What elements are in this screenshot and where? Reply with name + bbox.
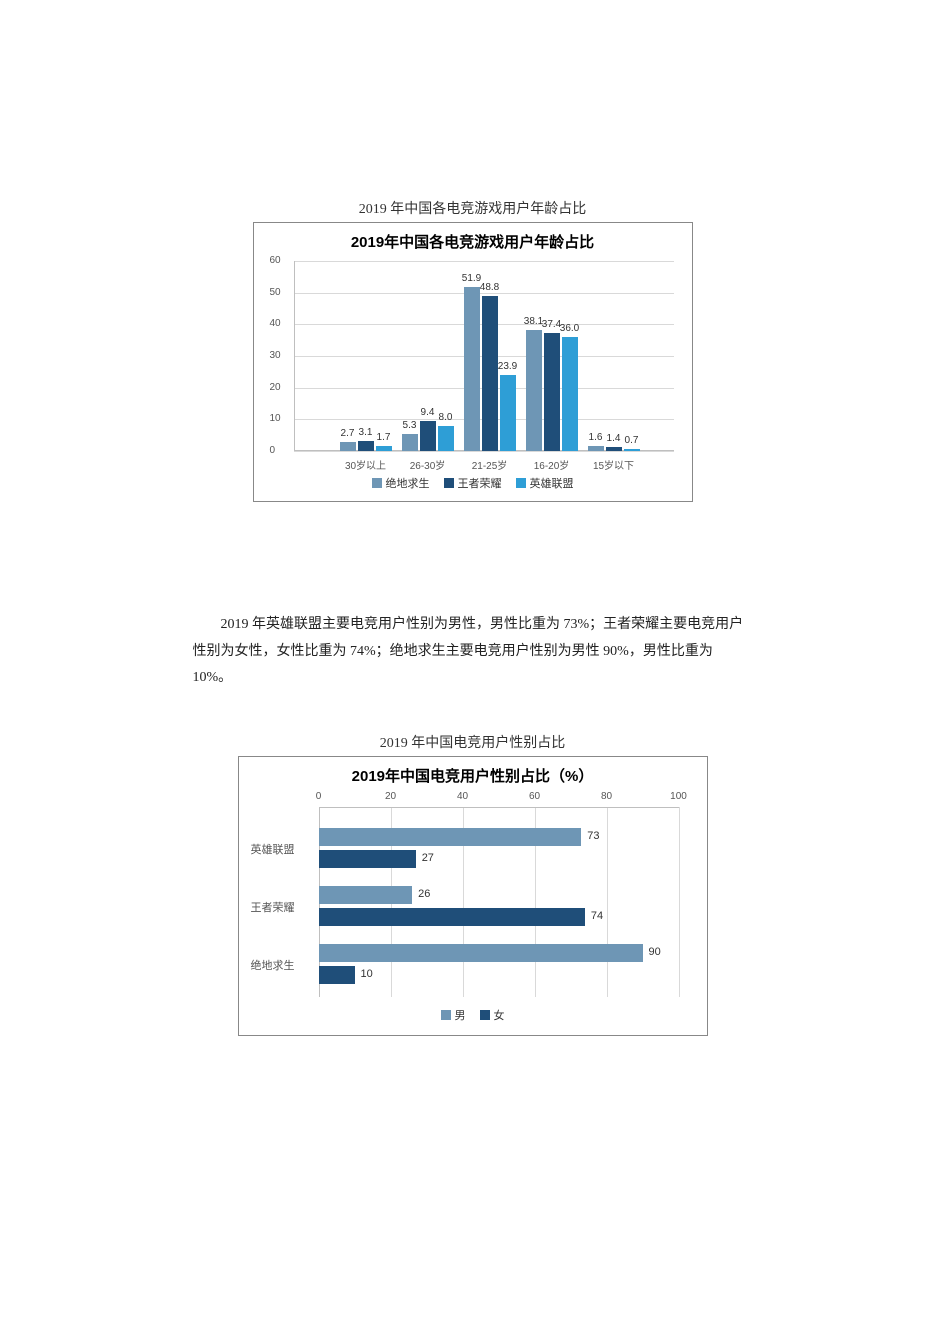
chart1-gridline [294,451,674,452]
legend-label: 男 [455,1007,466,1023]
chart1-ytick-label: 10 [270,413,281,424]
chart2-xtick-label: 80 [601,791,612,802]
chart2-bar-value: 26 [418,888,430,900]
chart1-bar-value: 51.9 [462,273,481,284]
chart2-bar [319,908,585,926]
chart2-category-label: 王者荣耀 [251,899,295,915]
chart2-gridline [607,807,608,997]
chart2-bar-value: 10 [361,968,373,980]
chart2-bar-value: 90 [649,946,661,958]
chart1-caption: 2019 年中国各电竞游戏用户年龄占比 [0,198,945,218]
chart2-bar [319,886,413,904]
chart2-category-label: 绝地求生 [251,957,295,973]
chart1-bar [358,441,374,451]
chart1-bar [544,333,560,451]
chart1-bar-value: 5.3 [403,420,417,431]
chart2-category-label: 英雄联盟 [251,841,295,857]
chart1-bar-value: 8.0 [439,412,453,423]
chart1-bar [588,446,604,451]
chart2-title: 2019年中国电竞用户性别占比（%） [239,757,707,786]
chart1-category-label: 15岁以下 [593,457,634,472]
chart1-container: 2019年中国各电竞游戏用户年龄占比 绝地求生 王者荣耀 英雄联盟 0 10 20 30 4… [253,222,693,502]
chart1-ytick-label: 20 [270,382,281,393]
legend-swatch-icon [372,478,382,488]
chart1-bar [562,337,578,451]
chart1-bar-value: 0.7 [625,435,639,446]
chart1-gridline [294,261,674,262]
chart2-bar [319,944,643,962]
chart2-bar-value: 27 [422,852,434,864]
chart1-ytick-label: 0 [270,445,276,456]
chart1-bar-value: 48.8 [480,282,499,293]
chart1-category-label: 30岁以上 [345,457,386,472]
chart1-bar [402,434,418,451]
chart2-bar-value: 74 [591,910,603,922]
chart2-xtick-label: 40 [457,791,468,802]
legend-label: 王者荣耀 [458,475,502,491]
chart2-container: 2019年中国电竞用户性别占比（%） 男女 0204060801007327英雄… [238,756,708,1036]
legend-label: 绝地求生 [386,475,430,491]
document-page: 2019 年中国各电竞游戏用户年龄占比 2019年中国各电竞游戏用户年龄占比 绝… [0,0,945,1337]
chart2-legend-item: 男 [441,1007,466,1023]
chart1-bar [340,442,356,451]
legend-swatch-icon [516,478,526,488]
chart1-bar [500,375,516,451]
chart1-bar-value: 1.6 [589,432,603,443]
legend-swatch-icon [480,1010,490,1020]
chart1-bar-value: 38.1 [524,316,543,327]
chart1-bar-value: 37.4 [542,319,561,330]
chart1-ytick-label: 40 [270,318,281,329]
chart2-caption: 2019 年中国电竞用户性别占比 [0,732,945,752]
legend-swatch-icon [441,1010,451,1020]
legend-swatch-icon [444,478,454,488]
chart1-ytick-label: 60 [270,255,281,266]
chart1-bar-value: 1.4 [607,433,621,444]
chart2-bar [319,850,416,868]
chart1-bar [376,446,392,451]
chart1-category-label: 21-25岁 [472,457,508,472]
chart1-legend-item: 绝地求生 [372,475,430,491]
chart1-bar-value: 9.4 [421,407,435,418]
chart2-xtick-label: 20 [385,791,396,802]
chart1-bar-value: 3.1 [359,427,373,438]
chart1-ytick-label: 50 [270,287,281,298]
legend-label: 英雄联盟 [530,475,574,491]
chart1-category-label: 16-20岁 [534,457,570,472]
chart1-legend-item: 王者荣耀 [444,475,502,491]
chart1-bar [482,296,498,451]
chart1-category-label: 26-30岁 [410,457,446,472]
chart2-bar [319,966,355,984]
chart1-bar [438,426,454,451]
legend-label: 女 [494,1007,505,1023]
chart2-xtick-label: 100 [670,791,687,802]
chart1-ytick-label: 30 [270,350,281,361]
chart2-legend: 男女 [239,1007,707,1023]
chart1-bar [420,421,436,451]
chart2-xtick-label: 60 [529,791,540,802]
chart1-bar-value: 1.7 [377,432,391,443]
chart1-bar [606,447,622,451]
chart2-bar-value: 73 [587,830,599,842]
chart1-bar [464,287,480,451]
chart1-bar [624,449,640,451]
chart2-legend-item: 女 [480,1007,505,1023]
chart1-legend: 绝地求生 王者荣耀 英雄联盟 [254,475,692,491]
chart1-bar-value: 36.0 [560,323,579,334]
chart1-bar-value: 2.7 [341,428,355,439]
chart2-gridline [679,807,680,997]
chart1-title: 2019年中国各电竞游戏用户年龄占比 [254,223,692,252]
chart1-bar-value: 23.9 [498,361,517,372]
chart1-bar [526,330,542,451]
chart2-bar [319,828,582,846]
chart1-legend-item: 英雄联盟 [516,475,574,491]
chart2-xtick-label: 0 [316,791,322,802]
body-paragraph: 2019 年英雄联盟主要电竞用户性别为男性，男性比重为 73%；王者荣耀主要电竞… [193,612,753,692]
